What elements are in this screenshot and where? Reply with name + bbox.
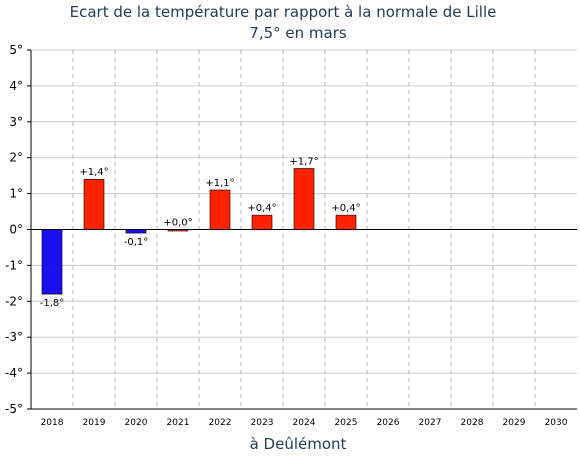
- data-label-2018: -1,8°: [40, 298, 65, 309]
- data-label-2021: +0,0°: [163, 218, 192, 229]
- y-axis: -5° -4° -3° -2° -1° 0° 1° 2° 3° 4° 5°: [5, 43, 23, 416]
- data-label-2024: +1,7°: [289, 156, 318, 167]
- y-tick-label: 2°: [9, 151, 23, 165]
- data-label-2020: -0,1°: [124, 237, 149, 248]
- x-axis-label: à Deûlémont: [250, 435, 347, 453]
- x-tick-label: 2022: [209, 418, 232, 428]
- x-tick-label: 2023: [251, 418, 274, 428]
- chart-title: Ecart de la température par rapport à la…: [70, 3, 497, 21]
- x-tick-label: 2026: [377, 418, 400, 428]
- data-label-2025: +0,4°: [331, 203, 360, 214]
- bar-2019: [83, 178, 105, 230]
- bar-2020: [125, 229, 147, 234]
- x-tick-label: 2021: [167, 418, 190, 428]
- y-tick-label: 5°: [9, 43, 23, 57]
- axes: [27, 49, 577, 410]
- bar-2024: [293, 168, 315, 230]
- bars: -1,8° +1,4° -0,1° +0,0° +1,1° +0,4° +1,7° +0,4°: [40, 156, 361, 309]
- y-tick-label: 4°: [9, 79, 23, 93]
- x-tick-label: 2028: [461, 418, 484, 428]
- bar-2025: [335, 214, 357, 230]
- data-label-2022: +1,1°: [205, 178, 234, 189]
- bar-2018: [41, 229, 63, 295]
- x-tick-label: 2030: [545, 418, 568, 428]
- x-tick-label: 2020: [125, 418, 148, 428]
- bar-2022: [209, 189, 231, 230]
- x-tick-label: 2018: [41, 418, 64, 428]
- x-tick-label: 2024: [293, 418, 316, 428]
- bar-2023: [251, 214, 273, 230]
- x-axis: 2018 2019 2020 2021 2022 2023 2024 2025 2026 2027…: [41, 418, 568, 428]
- y-tick-label: 1°: [9, 187, 23, 201]
- data-label-2019: +1,4°: [79, 167, 108, 178]
- x-tick-label: 2025: [335, 418, 358, 428]
- x-tick-label: 2019: [83, 418, 106, 428]
- x-tick-label: 2029: [503, 418, 526, 428]
- x-tick-label: 2027: [419, 418, 442, 428]
- y-tick-label: -1°: [5, 258, 23, 272]
- y-tick-label: 3°: [9, 115, 23, 129]
- y-tick-label: -3°: [5, 330, 23, 344]
- y-tick-label: -4°: [5, 366, 23, 380]
- y-tick-label: -5°: [5, 402, 23, 416]
- data-label-2023: +0,4°: [247, 203, 276, 214]
- chart-subtitle: 7,5° en mars: [249, 24, 347, 42]
- y-tick-label: -2°: [5, 294, 23, 308]
- y-tick-label: 0°: [9, 223, 23, 237]
